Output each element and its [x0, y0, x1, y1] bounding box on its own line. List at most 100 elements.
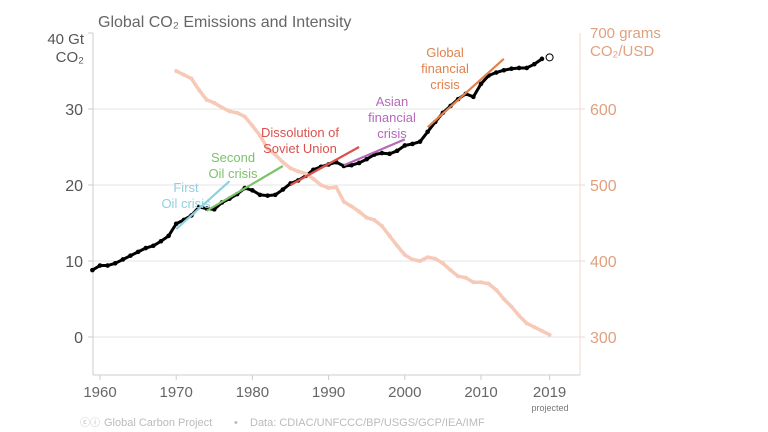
annotation-label: crisis	[377, 126, 407, 141]
series-layer	[90, 53, 554, 337]
intensity-point	[227, 109, 232, 114]
emissions-point	[524, 65, 530, 71]
y-tick-label-right: 500	[590, 178, 617, 195]
intensity-point	[532, 325, 537, 330]
intensity-point	[471, 280, 476, 285]
intensity-point	[204, 97, 209, 102]
emissions-point	[478, 81, 484, 87]
emissions-point	[173, 221, 179, 227]
intensity-point	[273, 152, 278, 157]
emissions-point	[539, 56, 545, 62]
x-tick-label: 1970	[160, 384, 193, 401]
intensity-point	[334, 185, 339, 190]
emissions-point	[257, 192, 263, 198]
intensity-point	[197, 88, 202, 92]
trend-line	[175, 180, 231, 230]
y-tick-label-left: 0	[74, 330, 83, 347]
intensity-point	[524, 321, 529, 326]
intensity-point	[349, 204, 354, 209]
intensity-point	[235, 110, 240, 115]
trend-line	[206, 165, 284, 212]
intensity-point	[456, 274, 461, 279]
emissions-point	[417, 139, 423, 144]
y-tick-label-right: 300	[590, 330, 617, 347]
annotation-label: Dissolution of	[261, 125, 339, 140]
intensity-point	[433, 256, 438, 261]
axes: 0 10 20 30 300 400 500 600 1960 1970 1980 1990 2000 2…	[65, 32, 617, 401]
emissions-point	[265, 193, 270, 198]
annotation-label: Soviet Union	[263, 141, 337, 156]
trend-line	[426, 58, 505, 129]
left-axis-label-2: CO₂	[56, 49, 85, 66]
intensity-point	[189, 76, 194, 81]
x-tick-note: projected	[531, 403, 568, 413]
trend-line	[343, 138, 406, 167]
emissions-point	[364, 156, 370, 162]
emissions-point	[509, 66, 514, 72]
emissions-point	[120, 257, 126, 262]
intensity-point	[311, 176, 316, 181]
emissions-point	[280, 187, 286, 192]
intensity-point	[288, 166, 293, 171]
intensity-point	[250, 123, 255, 128]
footer-separator: •	[234, 417, 238, 429]
annotation-label: Asian	[376, 94, 409, 109]
intensity-point	[494, 287, 499, 292]
emissions-point	[135, 249, 141, 255]
footer-source: Data: CDIAC/UNFCCC/BP/USGS/GCP/IEA/IMF	[250, 417, 485, 429]
y-tick-label-left: 20	[65, 178, 83, 195]
intensity-point	[280, 160, 285, 165]
emissions-point	[143, 245, 149, 251]
intensity-point	[296, 169, 301, 174]
annotation-label: crisis	[430, 77, 460, 92]
emissions-point	[493, 70, 499, 75]
emissions-point	[516, 65, 522, 71]
intensity-point	[479, 280, 483, 285]
emissions-point	[471, 94, 476, 100]
x-tick-label: 2010	[464, 384, 497, 401]
projection-point	[545, 53, 554, 62]
intensity-point	[326, 186, 331, 191]
annotation-label: Global	[426, 45, 464, 60]
intensity-point	[212, 100, 217, 105]
intensity-point	[517, 313, 522, 318]
emissions-point	[97, 263, 103, 268]
intensity-point	[181, 72, 186, 77]
emissions-point	[250, 188, 255, 193]
x-tick-label: 1990	[312, 384, 345, 401]
intensity-line	[175, 69, 551, 337]
intensity-point	[509, 304, 514, 309]
emissions-point	[90, 267, 95, 273]
y-tick-label-right: 600	[590, 102, 617, 119]
right-axis-label-2: CO₂/USD	[590, 43, 654, 60]
intensity-point	[486, 281, 491, 286]
y-tick-label-right: 400	[590, 254, 617, 271]
emissions-point	[158, 238, 164, 244]
intensity-point	[448, 268, 453, 273]
cc-icon: ⓒⓘ	[80, 417, 100, 429]
x-tick-label: 1960	[83, 384, 116, 401]
chart-title: Global CO₂ Emissions and Intensity	[98, 14, 351, 31]
emissions-point	[394, 148, 400, 154]
footer-credit: Global Carbon Project	[104, 417, 212, 429]
intensity-point	[539, 328, 544, 333]
intensity-point	[418, 259, 423, 263]
grid	[93, 108, 580, 338]
y-tick-label-left: 10	[65, 254, 83, 271]
intensity-point	[372, 217, 377, 222]
intensity-point	[242, 114, 247, 119]
annotation-label: financial	[368, 110, 416, 125]
x-tick-label: 2000	[388, 384, 421, 401]
emissions-point	[272, 192, 278, 198]
intensity-point	[410, 257, 415, 262]
left-axis-label-1: 40 Gt	[47, 31, 85, 48]
intensity-point	[425, 255, 430, 260]
intensity-point	[357, 209, 362, 214]
intensity-point	[265, 146, 270, 151]
annotation-label: Oil crisis	[161, 196, 211, 211]
intensity-point	[341, 199, 346, 204]
emissions-point	[425, 129, 430, 135]
intensity-point	[463, 275, 468, 280]
